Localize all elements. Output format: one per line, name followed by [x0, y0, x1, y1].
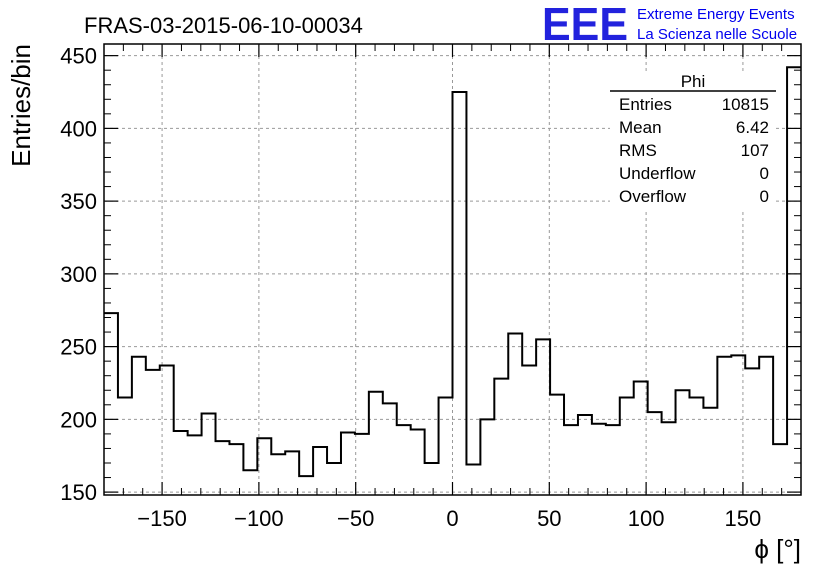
histogram-bin [787, 67, 801, 495]
eee-logo-line1: Extreme Energy Events [637, 6, 795, 23]
y-tick-label: 450 [60, 44, 97, 69]
histogram-bin [662, 422, 676, 495]
histogram-bin [731, 355, 745, 495]
stats-value-overflow: 0 [760, 187, 769, 206]
x-tick-label: 100 [628, 506, 665, 531]
histogram-bin [564, 425, 578, 495]
eee-logo: EEE Extreme Energy Events La Scienza nel… [542, 0, 797, 50]
histogram-bin [341, 432, 355, 495]
y-tick-label: 200 [60, 407, 97, 432]
eee-logo-line2: La Scienza nelle Scuole [637, 26, 797, 43]
histogram-bin [188, 435, 202, 495]
histogram-bin [174, 431, 188, 495]
histogram-bin [411, 430, 425, 495]
stats-label-entries: Entries [619, 95, 672, 114]
stats-label-underflow: Underflow [619, 164, 696, 183]
histogram-bin [648, 412, 662, 495]
stats-value-mean: 6.42 [736, 118, 769, 137]
histogram-bin [453, 92, 467, 495]
stats-value-entries: 10815 [722, 95, 769, 114]
stats-box-background [610, 74, 776, 212]
y-tick-label: 300 [60, 262, 97, 287]
histogram-bin [466, 464, 480, 495]
histogram-bin [480, 419, 494, 495]
histogram-bin [439, 398, 453, 495]
stats-label-overflow: Overflow [619, 187, 687, 206]
x-tick-label: −50 [337, 506, 374, 531]
histogram-bin [494, 379, 508, 495]
histogram-bin [606, 425, 620, 495]
histogram-bin [327, 463, 341, 495]
x-tick-label: −150 [137, 506, 187, 531]
histogram-bin [243, 470, 257, 495]
y-tick-label: 250 [60, 335, 97, 360]
histogram-bin [522, 366, 536, 495]
histogram-bin [717, 357, 731, 495]
histogram-bin [592, 424, 606, 495]
histogram-bin [397, 425, 411, 495]
histogram-bin [132, 357, 146, 495]
histogram-bin [745, 368, 759, 495]
y-tick-label: 400 [60, 116, 97, 141]
histogram-bin [299, 476, 313, 495]
histogram-bin [634, 382, 648, 495]
histogram-bin [578, 415, 592, 495]
histogram-bin [216, 441, 230, 495]
y-tick-label: 150 [60, 480, 97, 505]
x-tick-label: 0 [446, 506, 458, 531]
histogram-bin [146, 370, 160, 495]
histogram-bin [271, 454, 285, 495]
histogram-bin [383, 403, 397, 495]
histogram-bin [508, 334, 522, 495]
histogram-bin [118, 398, 132, 495]
histogram-bin [285, 451, 299, 495]
stats-box-name: Phi [681, 72, 706, 91]
histogram-bin [369, 392, 383, 495]
stats-label-rms: RMS [619, 141, 657, 160]
x-tick-label: 50 [537, 506, 561, 531]
y-tick-labels: 150 200 250 300 350 400 450 [60, 44, 97, 505]
histogram-bin [550, 395, 564, 495]
histogram-bin [759, 357, 773, 495]
eee-logo-mark: EEE [542, 0, 628, 50]
histogram-bin [620, 398, 634, 495]
histogram-bin [202, 414, 216, 495]
histogram-bin [257, 438, 271, 495]
histogram-series-line [104, 66, 801, 478]
axis-ticks [103, 44, 802, 495]
x-tick-labels: −150 −100 −50 0 50 100 150 [137, 506, 761, 531]
x-tick-label: 150 [725, 506, 762, 531]
stats-value-rms: 107 [741, 141, 769, 160]
stats-value-underflow: 0 [760, 164, 769, 183]
histogram-bin [773, 444, 787, 495]
histogram-bin [536, 339, 550, 495]
histogram-bin [104, 313, 118, 495]
histogram-bin [355, 434, 369, 495]
histogram-bin [689, 398, 703, 495]
x-tick-label: −100 [234, 506, 284, 531]
histogram-bin [703, 408, 717, 495]
stats-box: Phi Entries 10815 Mean 6.42 RMS 107 Unde… [610, 72, 776, 212]
histogram-bin [229, 444, 243, 495]
histogram-bin [425, 463, 439, 495]
y-axis-title: Entries/bin [6, 44, 36, 167]
x-axis-title: ϕ [°] [754, 534, 801, 564]
stats-label-mean: Mean [619, 118, 662, 137]
histogram-bin [160, 366, 174, 495]
histogram-bin [313, 447, 327, 495]
histogram-bin [676, 390, 690, 495]
y-tick-label: 350 [60, 189, 97, 214]
chart-title: FRAS-03-2015-06-10-00034 [84, 13, 363, 38]
